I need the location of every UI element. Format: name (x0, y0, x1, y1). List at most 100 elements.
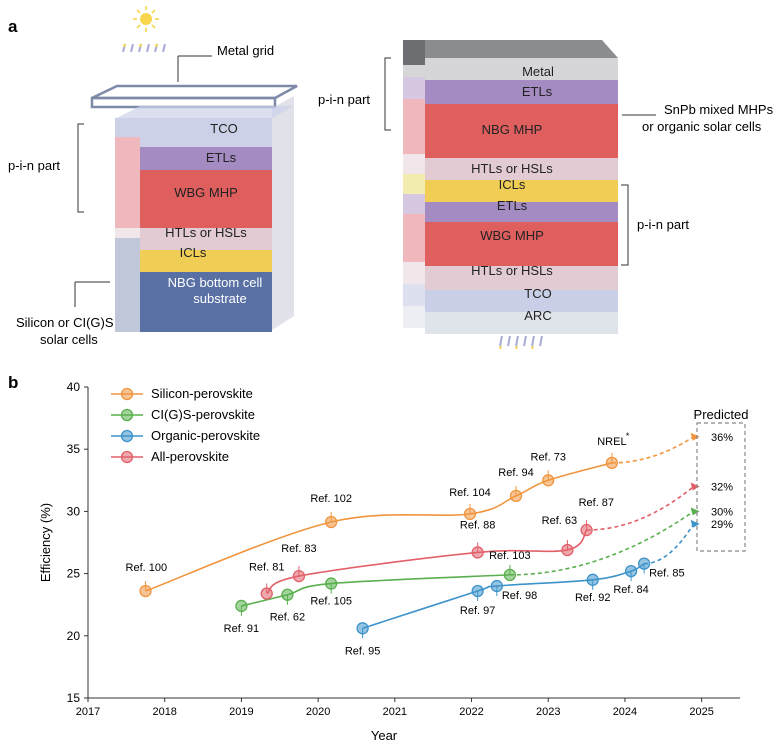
data-point-label: Ref. 62 (270, 612, 305, 624)
x-tick-label: 2024 (613, 706, 637, 718)
data-point-label: Ref. 63 (542, 515, 577, 527)
callout-silicon-line2: solar cells (40, 332, 98, 347)
data-point-label: Ref. 92 (575, 592, 610, 604)
layer-label-tco-r: TCO (524, 286, 551, 301)
x-tick-label: 2025 (689, 706, 713, 718)
layer-label-nbg: NBG bottom cell (168, 275, 263, 290)
data-point-label: Ref. 87 (579, 497, 614, 509)
data-point (580, 523, 593, 537)
legend-swatch-marker (120, 450, 134, 464)
layer-label-metal: Metal (522, 64, 554, 79)
layer-htls (140, 228, 272, 250)
data-point-label: Ref. 73 (531, 451, 566, 463)
data-point (235, 599, 248, 613)
layer-nbg-mhp (425, 104, 618, 158)
predicted-arrowhead (690, 432, 700, 441)
left-tandem-stack: TCO ETLs WBG MHP HTLs or HSLs ICLs NBG b… (90, 84, 298, 332)
data-point (325, 515, 338, 529)
layer-htls-bottom (425, 266, 618, 290)
panel-a-label: a (8, 17, 18, 36)
callout-snpb-line1: SnPb mixed MHPs (664, 102, 774, 117)
data-point (561, 543, 574, 557)
light-rays-bottom-icon (499, 335, 543, 350)
predicted-arrowhead (690, 482, 700, 491)
layer-tco (115, 118, 272, 147)
predicted-dashed-line (611, 436, 695, 464)
data-point (356, 622, 369, 635)
data-point (624, 564, 638, 578)
data-point (139, 584, 152, 598)
chart-curves: 36% 30%29% 32% (145, 432, 733, 630)
predicted-value-label: 32% (711, 482, 733, 494)
layer-arc (425, 312, 618, 334)
y-axis-title: Efficiency (%) (38, 503, 53, 582)
data-point-label: Ref. 81 (249, 562, 284, 574)
data-point-label: Ref. 85 (649, 568, 684, 580)
data-point (542, 474, 555, 487)
layer-icls (140, 250, 272, 272)
x-tick-label: 2018 (152, 706, 176, 718)
layer-label-htls: HTLs or HSLs (165, 225, 247, 240)
layer-label-etls-bottom: ETLs (497, 198, 528, 213)
y-tick-label: 25 (67, 567, 81, 581)
data-point-label: NREL (597, 436, 626, 448)
layer-label-htls-top: HTLs or HSLs (471, 161, 553, 176)
x-tick-label: 2020 (306, 706, 330, 718)
layer-label-etls-top: ETLs (522, 84, 553, 99)
light-rays-icon (122, 43, 166, 53)
data-point-label: Ref. 97 (460, 605, 495, 617)
layer-label-wbg: WBG MHP (174, 185, 238, 200)
data-point (281, 588, 294, 601)
callout-pin-right-bottom: p-i-n part (637, 217, 689, 232)
predicted-value-label: 36% (711, 432, 733, 444)
layer-label-nbg-mhp: NBG MHP (482, 122, 543, 137)
y-tick-label: 35 (67, 442, 81, 456)
data-point (325, 577, 338, 590)
layer-nbg-substrate (140, 272, 272, 332)
legend-label: Silicon-perovskite (151, 386, 253, 401)
layer-icls-r (425, 180, 618, 202)
data-point-label: Ref. 84 (613, 584, 648, 596)
x-tick-label: 2022 (459, 706, 483, 718)
predicted-label: Predicted (694, 407, 749, 422)
panel-a-diagram: a TCO ETLs (8, 6, 774, 350)
callout-pin-left: p-i-n part (8, 158, 60, 173)
right-tandem-stack: Metal ETLs NBG MHP HTLs or HSLs ICLs ETL… (403, 40, 618, 334)
y-tick-label: 15 (67, 691, 81, 705)
layer-label-tco: TCO (210, 121, 237, 136)
callout-silicon-line1: Silicon or CI(G)S (16, 315, 114, 330)
layer-wbg-mhp (140, 170, 272, 228)
layer-etls (140, 147, 272, 170)
layer-label-etls: ETLs (206, 150, 237, 165)
panel-b-label: b (8, 373, 18, 392)
predicted-box (696, 422, 746, 552)
callout-metal-grid: Metal grid (217, 43, 274, 58)
x-tick-label: 2019 (229, 706, 253, 718)
nrel-asterisk: * (626, 431, 630, 441)
layer-label-wbg-r: WBG MHP (480, 228, 544, 243)
data-point (503, 568, 517, 581)
layer-tco-r (425, 290, 618, 312)
data-point (490, 579, 503, 593)
data-point (463, 507, 477, 521)
legend-swatch-marker (120, 429, 134, 443)
layer-label-icls: ICLs (180, 245, 207, 260)
x-tick-label: 2017 (76, 706, 100, 718)
data-point-label: Ref. 102 (310, 493, 352, 505)
data-point (605, 456, 619, 470)
data-point-label: Ref. 100 (126, 562, 168, 574)
predicted-value-label: 29% (711, 519, 733, 531)
data-point-label: Ref. 88 (460, 519, 495, 531)
layer-label-icls-r: ICLs (499, 177, 526, 192)
predicted-dashed-line (644, 523, 695, 565)
series-line (266, 529, 588, 595)
data-point-label: Ref. 104 (449, 487, 491, 499)
x-tick-label: 2023 (536, 706, 560, 718)
legend-label: Organic-perovskite (151, 428, 260, 443)
callout-pin-right-top: p-i-n part (318, 92, 370, 107)
sun-icon (133, 6, 159, 32)
data-point (260, 587, 273, 600)
layer-htls-top (425, 158, 618, 180)
data-point (637, 557, 651, 570)
panel-b-chart: b 2017 2018 2019 2020 2021 2022 2023 2024 202515… (8, 373, 749, 743)
